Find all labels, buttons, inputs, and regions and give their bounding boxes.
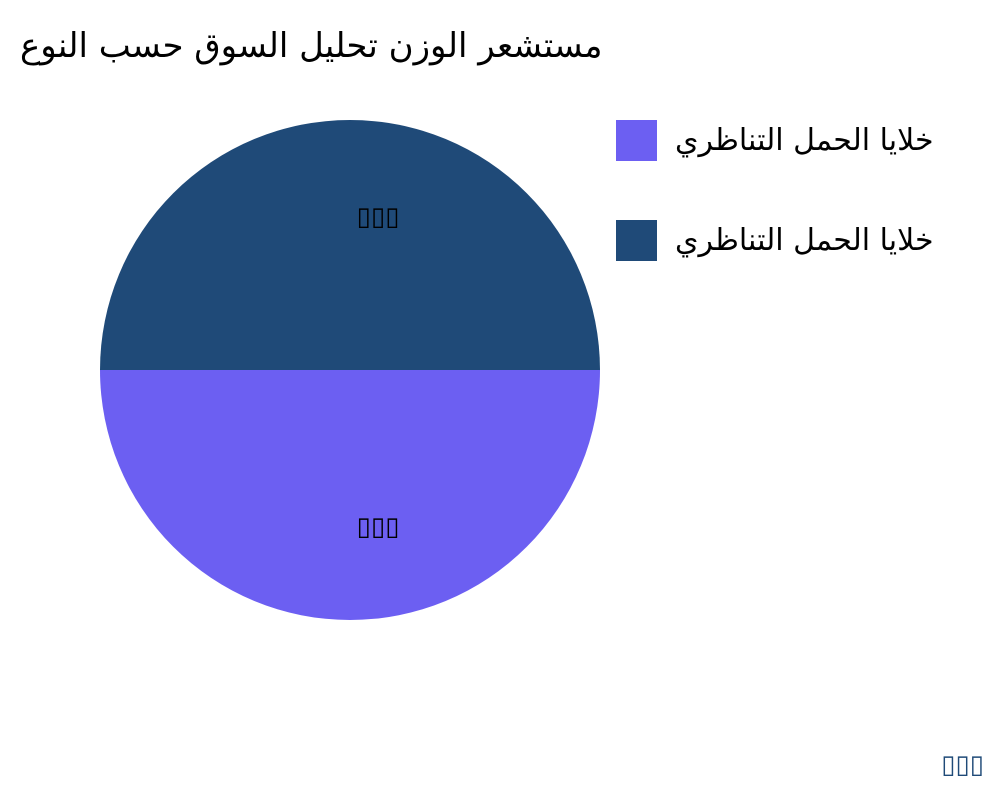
legend-label: خلايا الحمل التناظري [675, 123, 934, 158]
watermark: ▯▯▯ [941, 750, 984, 780]
legend-swatch [616, 220, 657, 261]
legend-label: خلايا الحمل التناظري [675, 223, 934, 258]
legend-item: خلايا الحمل التناظري [616, 120, 934, 161]
slice-label: ▯▯▯ [357, 202, 400, 232]
legend-item: خلايا الحمل التناظري [616, 220, 934, 261]
chart-title: مستشعر الوزن تحليل السوق حسب النوع [20, 26, 603, 66]
slice-label: ▯▯▯ [357, 512, 400, 542]
pie-slice [100, 370, 600, 620]
pie-slice [100, 120, 600, 370]
legend-swatch [616, 120, 657, 161]
